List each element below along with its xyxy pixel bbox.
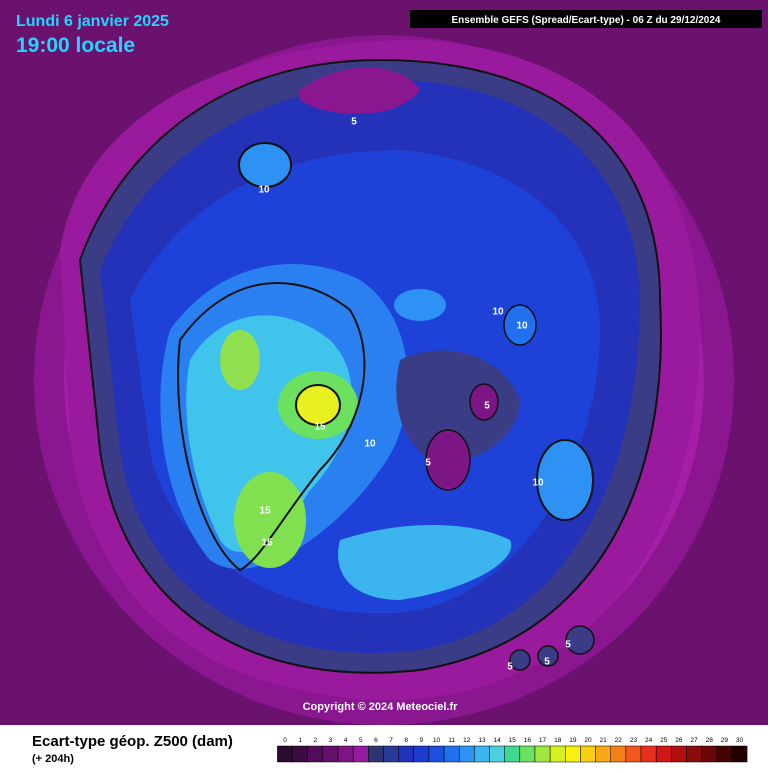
legend-tick-label: 20 (584, 737, 592, 744)
legend-swatch (383, 745, 399, 763)
legend-swatch (413, 745, 430, 763)
field (34, 35, 734, 725)
legend-swatch (307, 745, 324, 763)
legend-swatch (565, 745, 581, 763)
legend-tick-label: 15 (509, 737, 517, 744)
contour-label: 10 (516, 321, 528, 332)
legend-swatch (519, 745, 536, 763)
legend-swatch (398, 745, 415, 763)
contour-label: 15 (314, 422, 326, 433)
date: Lundi 6 janvier 2025 (16, 13, 169, 30)
contour-label: 10 (532, 478, 544, 489)
legend-tick-label: 17 (539, 737, 547, 744)
legend-tick-label: 2 (313, 737, 317, 744)
legend-swatch (610, 745, 627, 763)
model-title: Ensemble GEFS (Spread/Ecart-type) - 06 Z… (452, 15, 721, 26)
legend-tick-label: 0 (283, 737, 287, 744)
legend-tick-label: 23 (630, 737, 638, 744)
legend-swatch (428, 745, 445, 763)
legend-tick-label: 11 (448, 737, 455, 744)
legend-tick-label: 9 (420, 737, 424, 744)
legend-swatch (655, 745, 672, 763)
legend-tick-label: 27 (690, 737, 698, 744)
legend-swatch (686, 745, 702, 763)
legend-swatch (625, 745, 642, 763)
legend-tick-label: 12 (463, 737, 471, 744)
time: 19:00 locale (16, 34, 135, 57)
legend-swatch (701, 745, 718, 763)
legend-swatch (534, 745, 551, 763)
legend-swatch (322, 745, 339, 763)
legend-tick-label: 13 (478, 737, 486, 744)
contour-label: 15 (259, 506, 271, 517)
legend-swatch (277, 745, 293, 763)
legend-swatch (731, 745, 748, 763)
contour-label: 5 (351, 117, 357, 128)
legend-swatch (489, 745, 505, 763)
contour-label: 10 (492, 307, 504, 318)
legend-swatch (443, 745, 460, 763)
contour-label: 5 (565, 640, 571, 651)
legend-swatch (504, 745, 521, 763)
legend-swatch (549, 745, 566, 763)
legend-tick-label: 22 (615, 737, 623, 744)
legend-tick-label: 6 (374, 737, 378, 744)
legend-tick-label: 5 (359, 737, 363, 744)
legend-tick-label: 19 (569, 737, 577, 744)
legend-tick-label: 28 (706, 737, 714, 744)
legend-swatch (292, 745, 308, 763)
model-box (410, 10, 762, 28)
legend-tick-label: 14 (493, 737, 501, 744)
legend-tick-label: 26 (675, 737, 683, 744)
legend-tick-label: 10 (433, 737, 441, 744)
legend-swatch (337, 745, 354, 763)
legend-tick-label: 18 (554, 737, 562, 744)
legend-tick-label: 16 (524, 737, 532, 744)
contour-label: 10 (258, 185, 270, 196)
legend-tick-label: 4 (344, 737, 348, 744)
contour-label: 5 (507, 662, 513, 673)
legend-swatch (716, 745, 733, 763)
contour-label: 5 (484, 401, 490, 412)
legend-swatch (671, 745, 687, 763)
legend-tick-label: 7 (389, 737, 393, 744)
contour-label: 10 (364, 439, 376, 450)
legend-tick-label: 25 (660, 737, 668, 744)
legend-swatch (458, 745, 475, 763)
legend-swatch (580, 745, 596, 763)
legend-swatch (640, 745, 657, 763)
legend-tick-label: 1 (298, 737, 302, 744)
legend-swatch (352, 745, 369, 763)
contour-label: 5 (544, 657, 550, 668)
contour-label: 5 (425, 458, 431, 469)
legend-swatch (474, 745, 490, 763)
contour-label: 15 (261, 538, 273, 549)
copyright: Copyright © 2024 Meteociel.fr (303, 701, 459, 713)
legend-tick-label: 30 (736, 737, 744, 744)
legend-tick-label: 21 (600, 737, 608, 744)
legend-tick-label: 29 (721, 737, 729, 744)
footer-title: Ecart-type géop. Z500 (dam) (32, 733, 233, 750)
legend-tick-label: 3 (329, 737, 333, 744)
legend-swatch (595, 745, 611, 763)
legend-swatch (368, 745, 384, 763)
legend-tick-label: 8 (404, 737, 408, 744)
footer-lead: (+ 204h) (32, 753, 74, 765)
legend-tick-label: 24 (645, 737, 653, 744)
